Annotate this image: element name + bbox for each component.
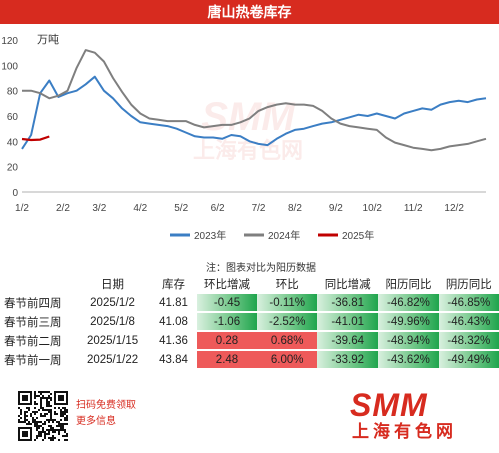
row-solar-yoy: -49.96% <box>378 313 439 330</box>
x-tick-label: 6/2 <box>211 203 225 214</box>
row-yoy-change: -39.64 <box>317 332 379 349</box>
x-tick-label: 2/2 <box>56 203 70 214</box>
row-wow-pct: -2.52% <box>257 313 318 330</box>
row-label: 春节前二周 <box>4 335 62 348</box>
row-wow-change: 2.48 <box>196 351 258 368</box>
series-line-0 <box>21 75 487 150</box>
x-tick-label: 5/2 <box>174 203 188 214</box>
inventory-table: 日期 库存 环比增减 环比 同比增减 阳历同比 阴历同比 春节前四周 2025/1… <box>2 274 499 370</box>
header-date: 日期 <box>101 279 125 291</box>
row-lunar-yoy: -46.43% <box>438 313 499 330</box>
header-solar-yoy: 阳历同比 <box>385 279 432 291</box>
row-wow-pct: 6.00% <box>257 351 318 368</box>
qr-promo-line2: 更多信息 <box>76 416 116 427</box>
header-wow-change: 环比增减 <box>203 279 250 291</box>
row-label: 春节前四周 <box>4 297 62 310</box>
y-tick-label: 100 <box>1 61 18 72</box>
legend-label-1: 2024年 <box>268 229 300 242</box>
row-lunar-yoy: -46.85% <box>438 294 499 311</box>
x-tick-label: 3/2 <box>92 203 106 214</box>
table-row: 春节前二周 2025/1/15 41.36 0.28 0.68% -39.64 -48.94… <box>2 332 499 349</box>
smm-logo: SMM 上海有色网 <box>350 388 457 442</box>
qr-promo-line1: 扫码免费领取 <box>76 400 136 411</box>
row-lunar-yoy: -48.32% <box>438 332 499 349</box>
row-date: 2025/1/22 <box>86 353 139 366</box>
row-inventory: 41.08 <box>159 315 188 328</box>
row-date: 2025/1/15 <box>86 334 139 347</box>
y-axis-unit-label: 万吨 <box>37 33 59 46</box>
row-wow-change: 0.28 <box>196 332 258 349</box>
header-yoy-change: 同比增减 <box>324 279 371 291</box>
y-tick-label: 60 <box>7 112 19 123</box>
header-lunar-yoy: 阴历同比 <box>445 279 492 291</box>
row-solar-yoy: -46.82% <box>378 294 439 311</box>
y-tick-label: 0 <box>12 188 18 199</box>
x-tick-label: 11/2 <box>404 203 423 214</box>
row-date: 2025/1/8 <box>90 315 135 328</box>
row-solar-yoy: -48.94% <box>378 332 439 349</box>
legend-label-2: 2025年 <box>342 229 374 242</box>
row-wow-change: -0.45 <box>196 294 258 311</box>
x-tick-label: 4/2 <box>133 203 147 214</box>
y-tick-label: 20 <box>7 163 19 174</box>
series-line-2 <box>21 135 50 142</box>
qr-promo-text: 扫码免费领取 更多信息 <box>76 398 136 430</box>
row-inventory: 41.81 <box>159 296 188 309</box>
x-tick-label: 10/2 <box>363 203 383 214</box>
y-tick-label: 120 <box>1 36 18 47</box>
x-tick-label: 8/2 <box>288 203 302 214</box>
row-wow-pct: 0.68% <box>257 332 318 349</box>
x-tick-label: 9/2 <box>329 203 343 214</box>
chart-title: 唐山热卷库存 <box>0 0 499 24</box>
svg-text:SMM: SMM <box>201 95 296 139</box>
row-yoy-change: -41.01 <box>317 313 379 330</box>
row-wow-change: -1.06 <box>196 313 258 330</box>
row-label: 春节前一周 <box>4 354 62 367</box>
table-row: 春节前四周 2025/1/2 41.81 -0.45 -0.11% -36.81 -46.8… <box>2 294 499 311</box>
smm-logo-chinese: 上海有色网 <box>352 422 457 441</box>
series-line-1 <box>22 49 487 152</box>
x-tick-label: 1/2 <box>15 203 29 214</box>
row-inventory: 41.36 <box>159 334 188 347</box>
smm-watermark: SMM 上海有色网 <box>193 95 303 163</box>
line-chart: SMM 上海有色网 万吨 0 20 40 60 80 100 120 1/2 2/2 3/2 4/… <box>1 33 487 242</box>
row-lunar-yoy: -49.49% <box>438 351 499 368</box>
row-inventory: 43.84 <box>159 353 188 366</box>
table-row: 春节前三周 2025/1/8 41.08 -1.06 -2.52% -41.01 -49.9… <box>2 313 499 330</box>
row-yoy-change: -36.81 <box>317 294 379 311</box>
header-inventory: 库存 <box>162 279 185 291</box>
legend-label-0: 2023年 <box>194 229 226 242</box>
table-row: 春节前一周 2025/1/22 43.84 2.48 6.00% -33.92 -43.62… <box>2 351 499 368</box>
row-date: 2025/1/2 <box>90 296 135 309</box>
x-tick-label: 12/2 <box>444 203 464 214</box>
y-tick-label: 80 <box>7 87 19 98</box>
row-wow-pct: -0.11% <box>257 294 318 311</box>
row-label: 春节前三周 <box>4 316 62 329</box>
table-header-row: 日期 库存 环比增减 环比 同比增减 阳历同比 阴历同比 <box>2 276 499 292</box>
chart-note: 注：图表对比为阳历数据 <box>206 263 316 274</box>
y-tick-label: 40 <box>7 137 19 148</box>
row-yoy-change: -33.92 <box>317 351 379 368</box>
header-blank <box>2 276 75 292</box>
row-solar-yoy: -43.62% <box>378 351 439 368</box>
x-tick-label: 7/2 <box>252 203 266 214</box>
header-wow-pct: 环比 <box>275 279 299 291</box>
qr-code[interactable] <box>18 391 68 441</box>
svg-text:上海有色网: 上海有色网 <box>193 138 303 163</box>
smm-logo-text: SMM <box>350 387 428 423</box>
